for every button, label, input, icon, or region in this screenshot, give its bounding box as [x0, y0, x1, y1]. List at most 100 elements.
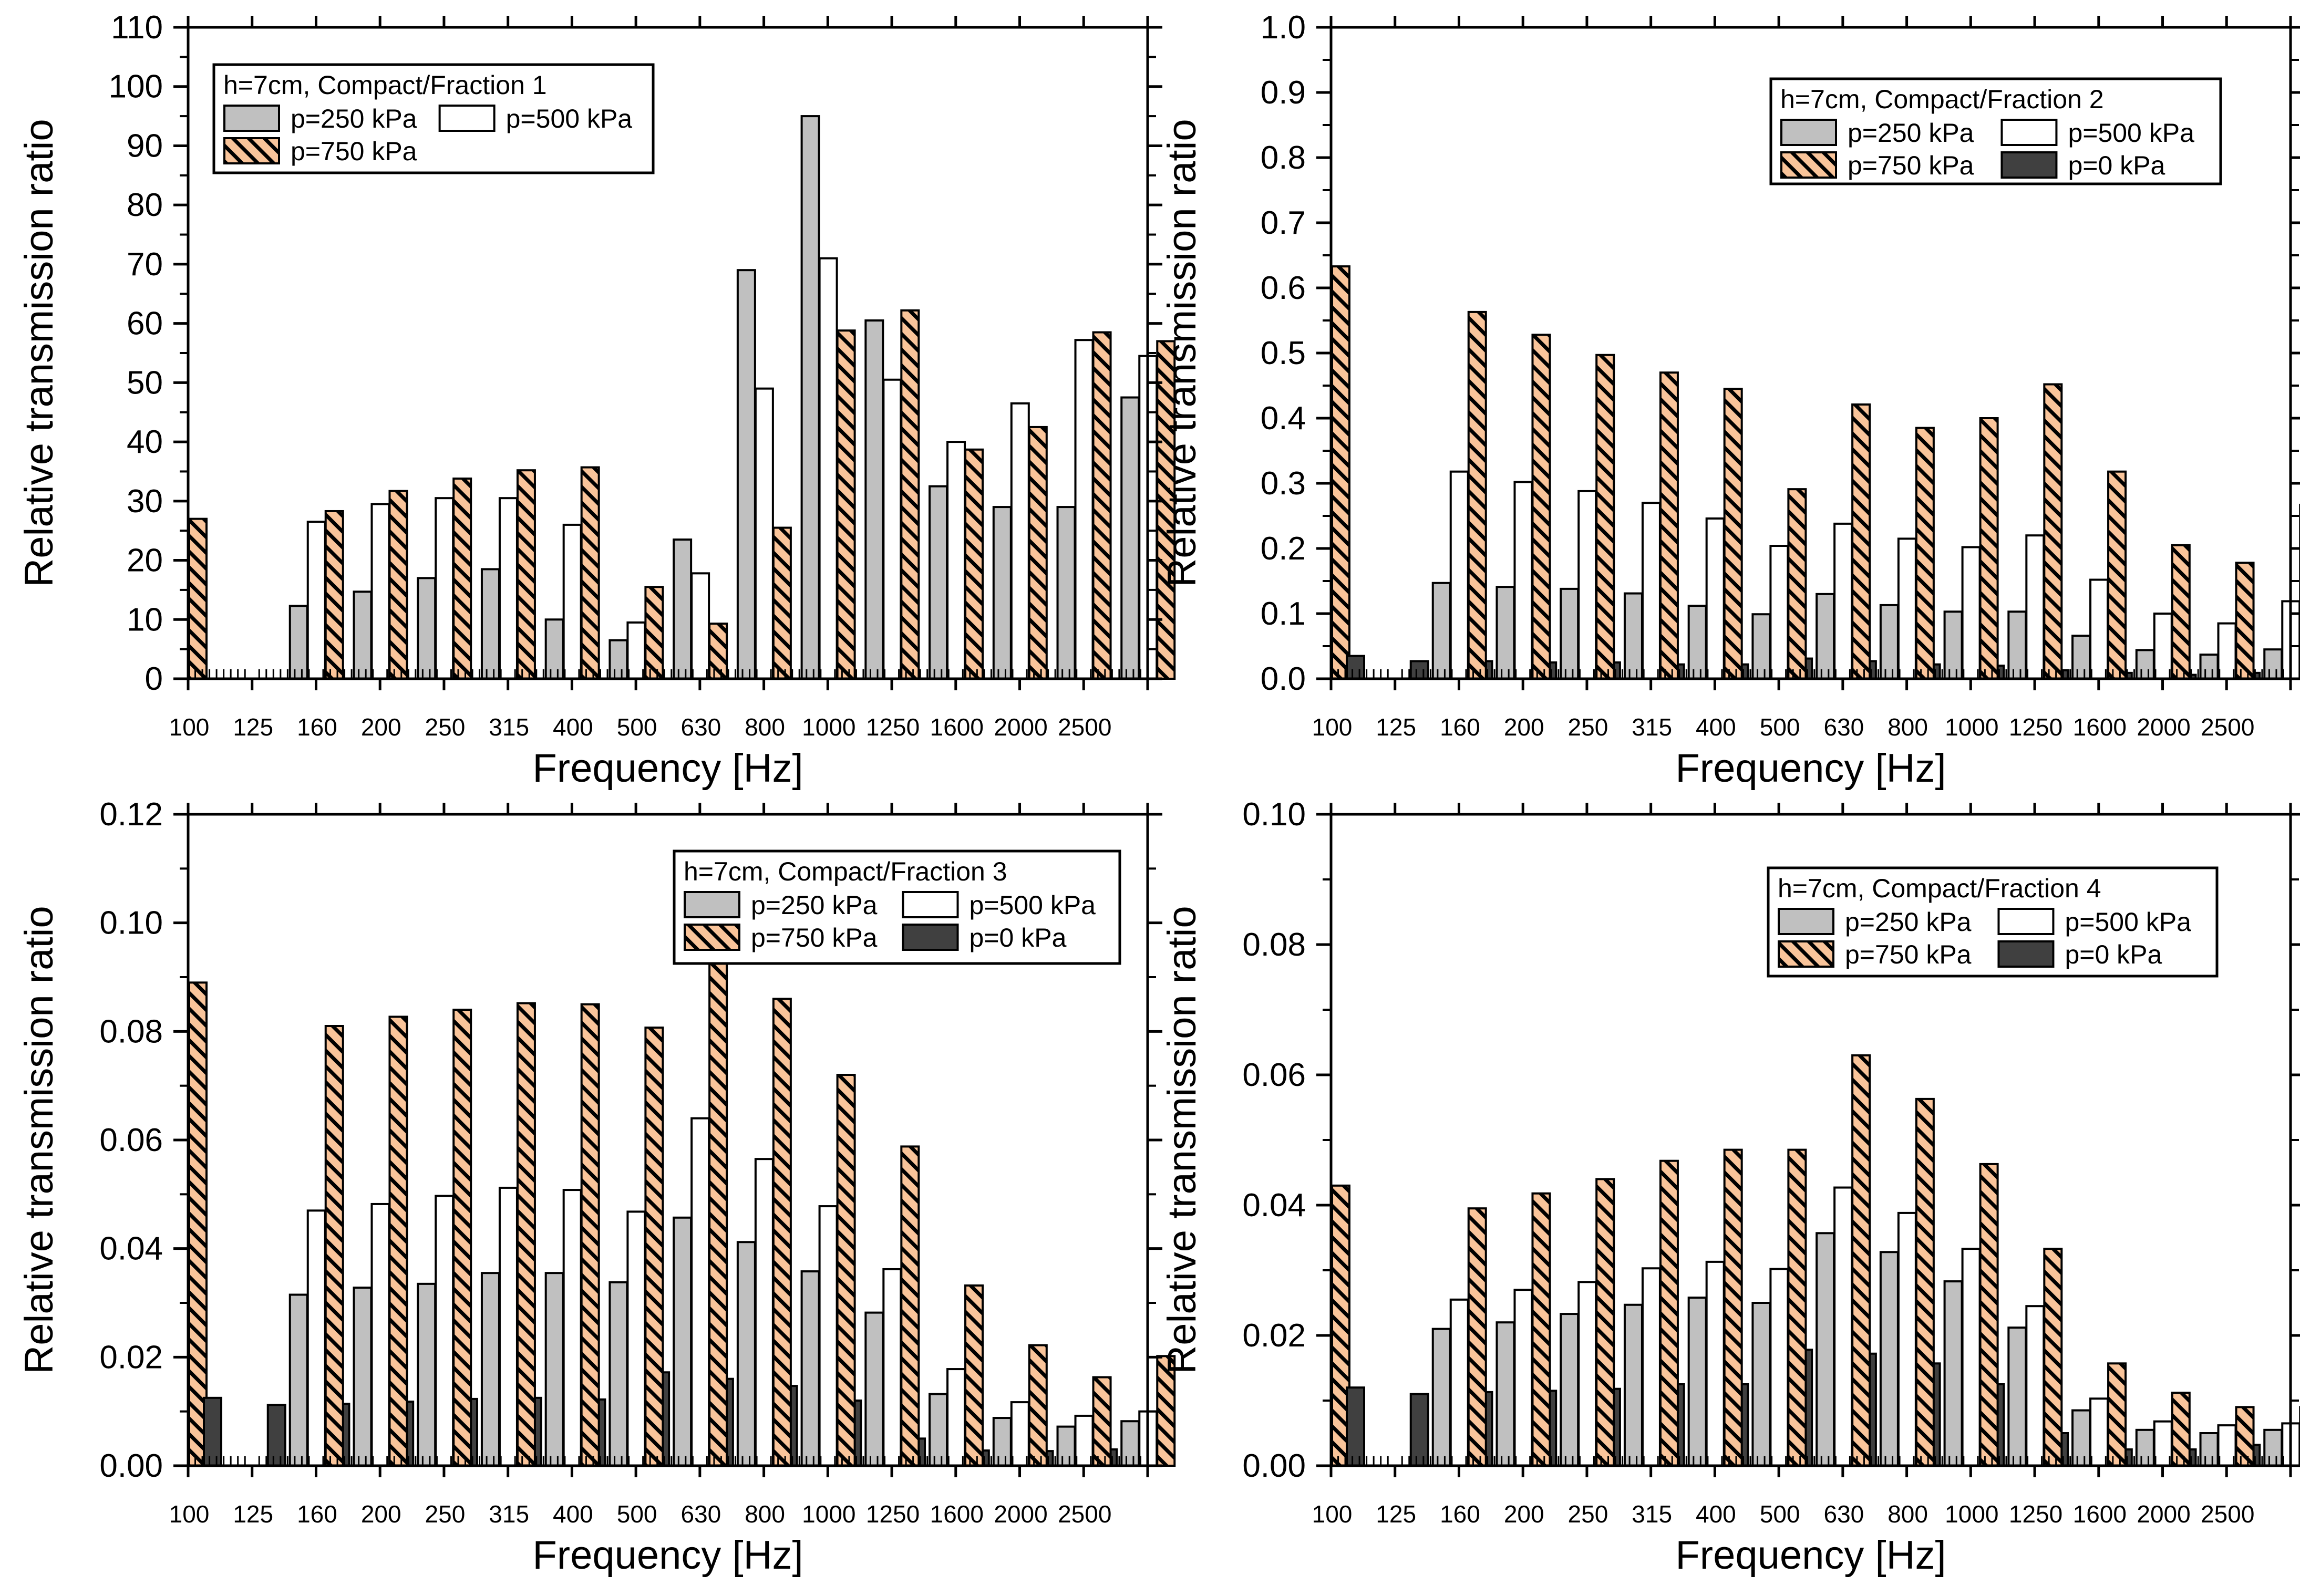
bar-p750-250: [516, 1002, 536, 1467]
legend-swatch-p750: [223, 137, 280, 164]
y-tick-label: 0.10: [1242, 796, 1306, 833]
bars-group: [1331, 1054, 2300, 1467]
bar-p250-1000: [2007, 1326, 2027, 1467]
bar-p750-630: [772, 526, 792, 680]
y-axis-title: Relative transmission ratio: [1160, 906, 1204, 1374]
legend-swatch-p250: [684, 891, 740, 918]
x-tick-label: 500: [617, 713, 657, 741]
bar-p250-1250: [929, 1393, 948, 1467]
bar-p250-1600: [992, 1417, 1012, 1467]
x-tick-label: 250: [425, 713, 466, 741]
bar-p750-500: [708, 932, 728, 1467]
y-axis: 0 10 20 30 40 50 60 70 80 90 100 110: [109, 9, 1162, 697]
bar-p750-200: [1595, 354, 1615, 680]
y-axis-title: Relative transmission ratio: [17, 906, 61, 1374]
legend-swatch-p750: [1780, 151, 1837, 179]
bar-p250-500: [673, 1216, 693, 1467]
bar-p250-125: [1431, 1328, 1451, 1467]
bar-p750-100: [1331, 265, 1350, 680]
bar-p250-315: [544, 1272, 564, 1467]
x-tick-label: 500: [1760, 713, 1800, 741]
bar-p500-500: [690, 1117, 710, 1467]
y-tick-label: 0.02: [1242, 1318, 1306, 1354]
bar-p500-125: [306, 1209, 326, 1467]
bar-p750-2000: [1092, 331, 1112, 680]
y-tick-label: 40: [127, 424, 163, 460]
bar-p750-800: [836, 329, 856, 680]
bar-p250-630: [1879, 1251, 1899, 1467]
bar-p750-1000: [2043, 383, 2063, 680]
bar-p250-1250: [929, 485, 948, 680]
bar-p500-125: [1449, 1298, 1469, 1467]
legend-swatch-p250: [1778, 908, 1834, 935]
legend: h=7cm, Compact/Fraction 1 p=250 kPa p=500 …: [212, 63, 655, 174]
bar-p750-1250: [964, 1284, 984, 1467]
x-tick-label: 2000: [2137, 1500, 2190, 1528]
legend-entry-p-500-kpa: p=500 kPa: [2065, 907, 2191, 937]
bar-p750-400: [644, 586, 664, 680]
x-tick-label: 200: [1504, 713, 1544, 741]
bar-p250-1600: [992, 506, 1012, 680]
x-tick-label: 400: [1696, 1500, 1736, 1528]
x-tick-label: 400: [1696, 713, 1736, 741]
x-tick-label: 1250: [866, 713, 920, 741]
legend-entry-p-500-kpa: p=500 kPa: [506, 104, 633, 133]
y-axis: 0.00 0.02 0.04 0.06 0.08 0.10: [1242, 796, 2300, 1484]
bar-p500-1250: [2089, 1397, 2109, 1467]
bar-p250-800: [800, 115, 820, 680]
y-tick-label: 90: [127, 128, 163, 164]
legend-swatch-p500: [902, 891, 959, 918]
bar-p500-630: [754, 387, 774, 680]
legend-swatch-p500: [2000, 119, 2058, 146]
bar-p0-125: [1409, 1393, 1429, 1467]
x-tick-label: 2500: [2201, 1500, 2254, 1528]
bar-p500-250: [1641, 502, 1661, 680]
bar-p750-250: [1659, 1159, 1679, 1467]
bar-p750-630: [772, 998, 792, 1467]
bar-p750-1600: [2171, 544, 2191, 680]
bar-p250-500: [673, 538, 693, 680]
bar-p750-200: [1595, 1178, 1615, 1467]
legend: h=7cm, Compact/Fraction 3 p=250 kPa p=500 …: [673, 849, 1121, 965]
bar-p750-2000: [2235, 562, 2255, 680]
y-tick-label: 0.04: [99, 1231, 163, 1267]
y-tick-label: 0.7: [1261, 205, 1306, 241]
bar-p250-2500: [1120, 1420, 1140, 1467]
bar-p250-630: [736, 1241, 756, 1467]
bar-p500-2000: [1074, 339, 1094, 680]
x-tick-label: 400: [553, 713, 593, 741]
bar-p750-2000: [2235, 1406, 2255, 1467]
bar-p750-160: [1531, 1192, 1551, 1467]
bar-p250-125: [288, 1293, 308, 1467]
bar-p750-160: [1531, 334, 1551, 680]
y-tick-label: 0.08: [99, 1013, 163, 1050]
bar-p750-1000: [900, 1145, 920, 1467]
bar-p250-315: [1687, 1297, 1707, 1467]
bar-p250-2000: [1056, 1425, 1076, 1467]
legend-swatch-p250: [223, 105, 280, 132]
x-axis-title: Frequency [Hz]: [1675, 746, 1946, 791]
x-tick-label: 1600: [2073, 1500, 2127, 1528]
bar-p500-1000: [882, 1268, 902, 1467]
legend: h=7cm, Compact/Fraction 2 p=250 kPa p=500 …: [1769, 77, 2222, 185]
y-tick-label: 30: [127, 483, 163, 520]
bars-group: [1331, 265, 2300, 680]
x-tick-label: 2500: [1058, 713, 1111, 741]
chart-panel-4: 0.00 0.02 0.04 0.06 0.08 0.10 100 125 160 200 250 3…: [1160, 796, 2300, 1578]
bar-p250-250: [1623, 1303, 1643, 1467]
y-tick-label: 0.2: [1261, 531, 1306, 567]
chart-panel-3: 0.00 0.02 0.04 0.06 0.08 0.10 0.12 100 125 160 200…: [17, 796, 1176, 1578]
bar-p750-800: [1979, 417, 1999, 680]
bar-p750-250: [516, 469, 536, 680]
bar-p750-1250: [2107, 470, 2127, 680]
bar-p250-500: [1816, 1232, 1835, 1467]
bar-p500-160: [1513, 481, 1533, 680]
y-tick-label: 1.0: [1261, 9, 1306, 46]
bar-p250-250: [480, 1272, 500, 1467]
y-tick-label: 0.04: [1242, 1187, 1306, 1224]
bar-p750-1600: [1028, 1344, 1048, 1467]
x-axis-title: Frequency [Hz]: [1675, 1533, 1946, 1578]
y-tick-label: 0.3: [1261, 465, 1306, 502]
bar-p750-1000: [2043, 1248, 2063, 1467]
x-tick-label: 125: [1376, 713, 1416, 741]
